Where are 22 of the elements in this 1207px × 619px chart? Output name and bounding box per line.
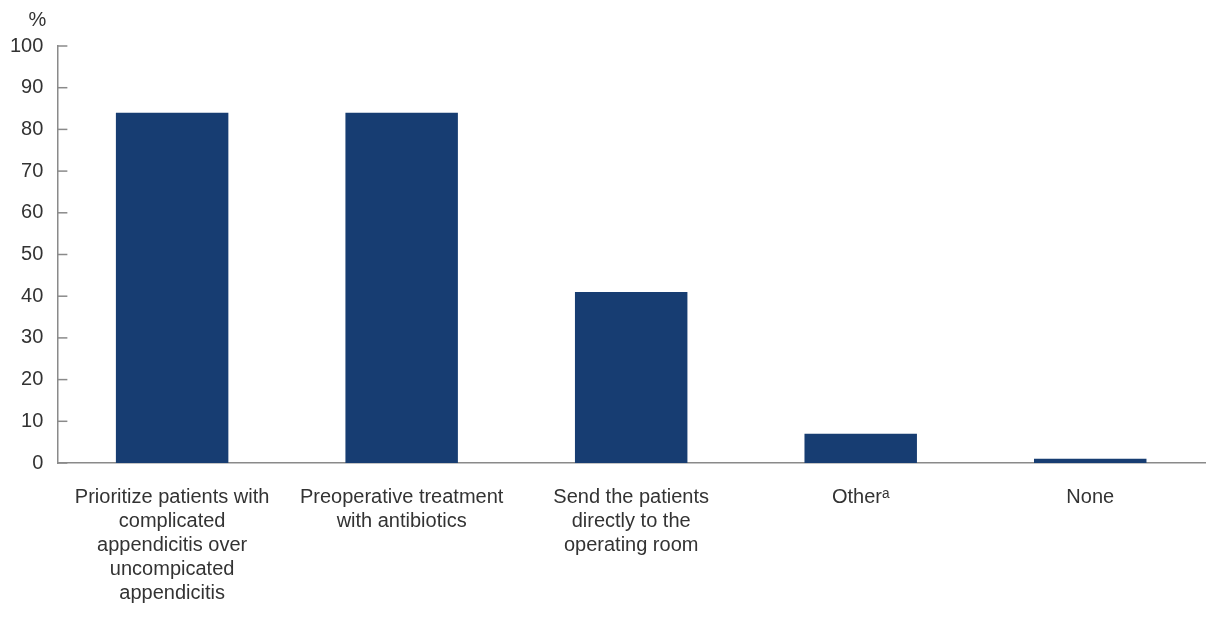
y-tick-label: 10: [21, 408, 44, 431]
y-tick-label: 50: [21, 242, 44, 265]
y-tick-label: 90: [21, 75, 44, 98]
bar: [804, 433, 917, 463]
bar: [574, 292, 688, 463]
bar: [115, 112, 229, 463]
x-tick-label: Otherᵃ: [831, 484, 890, 507]
y-tick-label: 0: [32, 450, 44, 473]
y-tick-label: 30: [21, 325, 44, 348]
y-tick-label: 60: [21, 200, 44, 223]
x-tick-label: Send the patients directly to the operating room: [553, 484, 710, 555]
x-tick-label: Preoperative treatment with antibiotics: [299, 484, 504, 531]
x-tick-label: None: [1066, 484, 1115, 507]
y-tick-label: 40: [21, 283, 44, 306]
y-tick-label: 80: [21, 116, 44, 139]
y-tick-label: 20: [21, 367, 44, 390]
y-tick-label: 100: [9, 33, 44, 56]
bar: [1034, 458, 1147, 463]
bar: [345, 112, 458, 463]
y-axis-title: %: [28, 7, 47, 30]
x-tick-label: Prioritize patients with complicated appendicitis over uncompicated appendicitis: [74, 484, 270, 603]
y-tick-label: 70: [21, 158, 44, 181]
